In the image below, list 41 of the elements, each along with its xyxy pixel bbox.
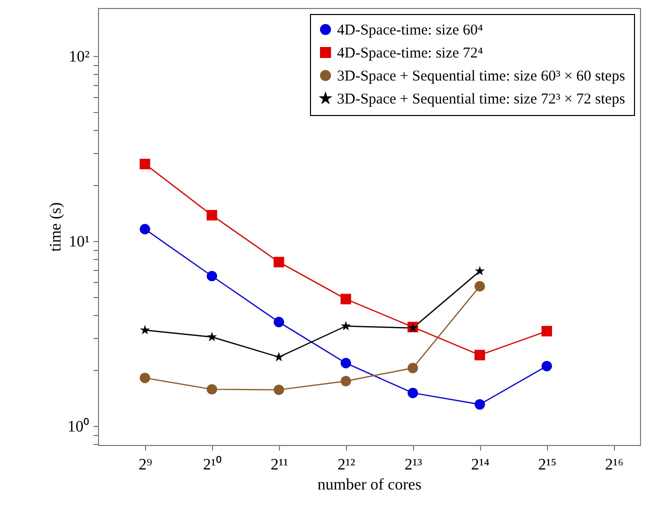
x-tick-label: 2¹⁰ — [203, 456, 222, 474]
y-axis-title: time (s) — [48, 202, 64, 252]
legend-label: 3D-Space + Sequential time: size 72³ × 72 steps — [337, 92, 626, 108]
x-tick-label: 2¹⁶ — [605, 456, 624, 474]
point — [474, 350, 486, 360]
point — [206, 332, 217, 342]
point — [140, 224, 150, 234]
point — [340, 376, 352, 386]
point — [206, 270, 218, 282]
point — [140, 158, 150, 170]
point — [542, 360, 552, 372]
x-axis-title: number of cores — [318, 476, 422, 494]
point — [340, 294, 352, 304]
point — [140, 324, 150, 334]
point — [340, 320, 351, 330]
y-tick-label: 10⁰ — [68, 418, 90, 436]
legend-label: 4D-Space-time: size 72⁴ — [337, 46, 484, 62]
point — [474, 399, 486, 410]
point — [274, 316, 284, 328]
y-tick-label: 10² — [68, 48, 90, 66]
point — [274, 352, 284, 362]
legend-label: 4D-Space-time: size 60⁴ — [337, 22, 484, 38]
point — [274, 384, 284, 396]
x-tick-label: 2¹¹ — [270, 456, 288, 474]
y-tick-label: 10¹ — [68, 234, 90, 251]
point — [274, 256, 284, 268]
x-tick-label: 2¹³ — [404, 456, 422, 474]
point — [340, 358, 352, 368]
x-tick-label: 2¹⁵ — [538, 456, 556, 474]
point — [140, 372, 150, 384]
point — [206, 384, 218, 395]
point — [408, 362, 418, 374]
point — [408, 388, 418, 398]
x-tick-label: 2¹² — [338, 456, 356, 474]
x-tick-label: 2⁹ — [138, 456, 153, 474]
x-tick-label: 2¹⁴ — [471, 456, 490, 474]
legend-label: 3D-Space + Sequential time: size 60³ × 60 steps — [337, 68, 626, 84]
point — [474, 281, 486, 292]
point — [206, 210, 218, 220]
point — [474, 266, 485, 276]
point — [542, 326, 552, 336]
